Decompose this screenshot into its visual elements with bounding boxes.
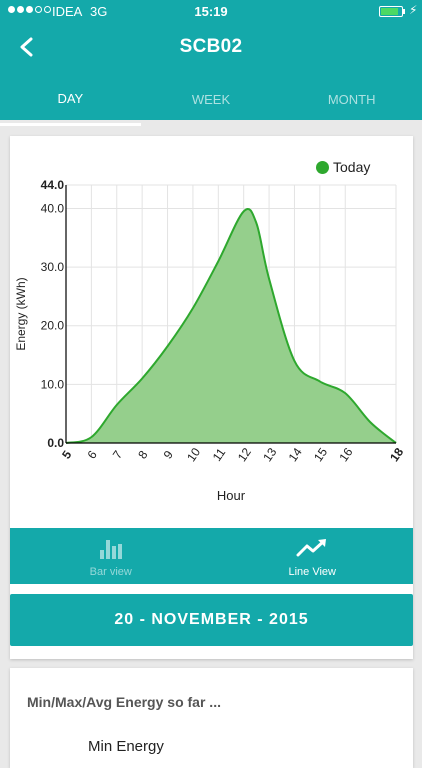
summary-card: Min/Max/Avg Energy so far ... Min Energy xyxy=(10,668,413,768)
x-axis-title: Hour xyxy=(217,488,246,503)
signal-dot xyxy=(35,6,42,13)
energy-chart: 0.0 10.0 20.0 30.0 40.0 44.0 5 6 7 8 9 10 11 12 13 14 15… xyxy=(14,178,406,503)
x-tick-label: 15 xyxy=(311,445,330,464)
view-toggle: Bar view Line View xyxy=(10,528,413,584)
x-tick-label: 14 xyxy=(286,445,305,464)
date-selector[interactable]: 20 - NOVEMBER - 2015 xyxy=(10,594,413,646)
tab-month[interactable]: MONTH xyxy=(327,92,376,107)
signal-dot xyxy=(26,6,33,13)
period-tabs: DAY WEEK MONTH xyxy=(0,76,422,126)
tab-day[interactable]: DAY xyxy=(0,76,141,126)
y-tick-label: 20.0 xyxy=(41,319,65,333)
page-title: SCB02 xyxy=(179,36,243,57)
x-tick-label: 6 xyxy=(84,448,99,462)
chart-legend: Today xyxy=(316,159,370,175)
chevron-left-icon xyxy=(20,37,33,57)
x-tick-label: 5 xyxy=(59,448,74,462)
signal-dot xyxy=(44,6,51,13)
legend-swatch xyxy=(316,160,329,174)
app-header: IDEA 3G 15:19 ⚡ SCB02 DAY WEEK MONTH xyxy=(0,0,422,126)
battery-icon xyxy=(379,6,403,17)
x-tick-label: 9 xyxy=(161,448,176,462)
status-time: 15:19 xyxy=(194,4,228,19)
x-tick-label: 16 xyxy=(336,445,355,464)
bar-view-button[interactable]: Bar view xyxy=(10,528,212,584)
trend-line-icon xyxy=(296,539,327,557)
carrier-name: IDEA xyxy=(52,4,83,19)
navigation-bar: SCB02 xyxy=(0,24,422,70)
x-tick-label: 8 xyxy=(135,448,150,462)
summary-title: Min/Max/Avg Energy so far ... xyxy=(27,694,221,710)
back-button[interactable] xyxy=(10,29,46,65)
battery-tip xyxy=(403,9,405,14)
y-tick-label: 30.0 xyxy=(41,260,65,274)
legend-label-today: Today xyxy=(333,159,371,175)
line-view-button[interactable]: Line View xyxy=(212,528,414,584)
bar-view-label: Bar view xyxy=(89,566,132,578)
status-bar: IDEA 3G 15:19 ⚡ xyxy=(0,0,422,24)
y-tick-label: 40.0 xyxy=(41,201,65,215)
min-energy-label: Min Energy xyxy=(88,738,164,755)
x-tick-label: 13 xyxy=(260,445,279,464)
x-tick-label: 18 xyxy=(387,445,406,464)
x-tick-label: 7 xyxy=(110,448,125,462)
x-tick-label: 10 xyxy=(184,445,203,464)
signal-dot xyxy=(17,6,24,13)
y-tick-label: 10.0 xyxy=(41,377,65,391)
x-tick-label: 11 xyxy=(210,445,229,464)
tab-week[interactable]: WEEK xyxy=(191,92,231,107)
y-axis-title: Energy (kWh) xyxy=(14,277,28,350)
series-area-today xyxy=(66,208,396,443)
bar-chart-icon xyxy=(99,540,122,559)
network-type: 3G xyxy=(90,4,108,19)
signal-strength-icon xyxy=(8,6,51,13)
battery-level xyxy=(381,8,398,15)
y-tick-label: 44.0 xyxy=(41,178,65,192)
charging-bolt-icon: ⚡ xyxy=(409,3,418,17)
y-tick-label: 0.0 xyxy=(47,436,64,450)
signal-dot xyxy=(8,6,15,13)
series-line-today xyxy=(65,207,397,444)
line-view-label: Line View xyxy=(288,566,337,578)
x-tick-label: 12 xyxy=(235,445,254,464)
